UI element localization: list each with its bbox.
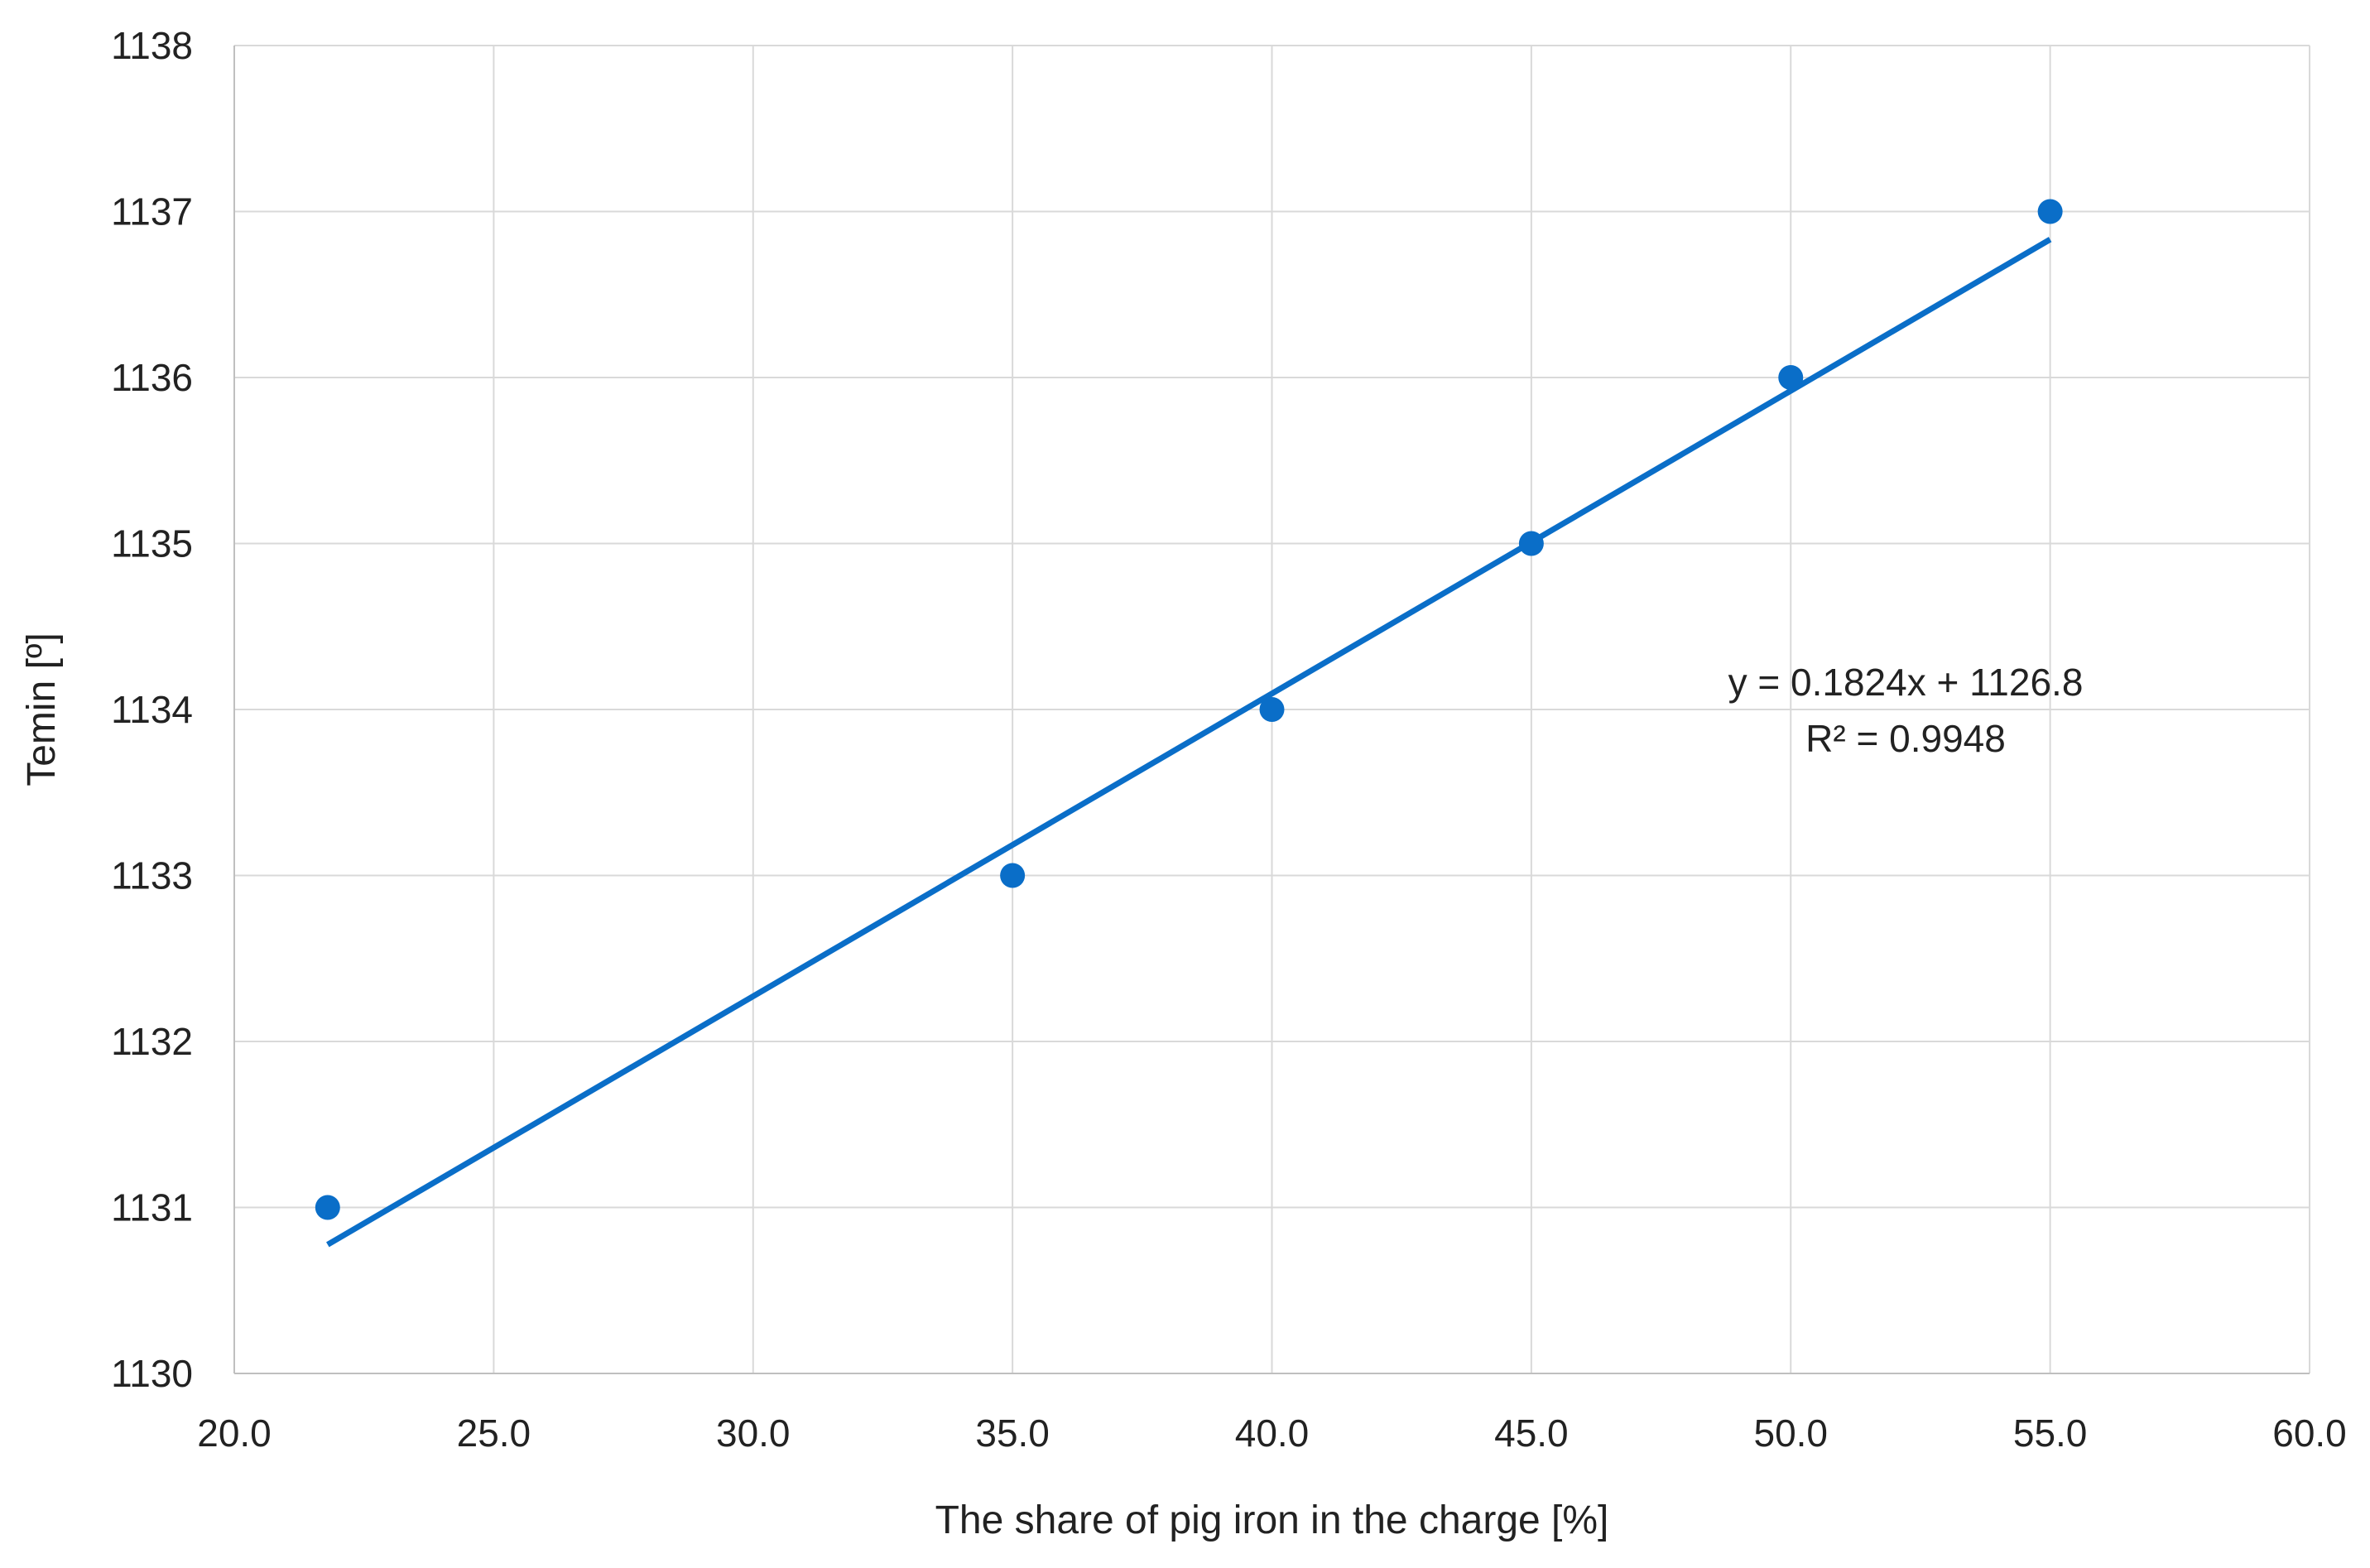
y-tick-label: 1131 xyxy=(111,1186,193,1229)
data-point xyxy=(315,1195,340,1220)
y-axis-title: Temin [º] xyxy=(20,632,64,786)
trendline-r-squared: R² = 0.9948 xyxy=(1805,717,2006,760)
data-point xyxy=(1000,863,1026,888)
y-tick-label: 1135 xyxy=(111,522,193,565)
x-tick-label: 20.0 xyxy=(197,1412,272,1455)
x-axis-title: The share of pig iron in the charge [%] xyxy=(935,1498,1609,1542)
x-tick-label: 35.0 xyxy=(975,1412,1050,1455)
data-point xyxy=(2037,199,2063,224)
y-tick-label: 1136 xyxy=(111,356,193,399)
y-tick-label: 1130 xyxy=(111,1352,193,1395)
data-point xyxy=(1259,697,1285,722)
x-tick-label: 55.0 xyxy=(2013,1412,2088,1455)
x-tick-label: 45.0 xyxy=(1494,1412,1569,1455)
y-tick-label: 1132 xyxy=(111,1020,193,1063)
data-points-layer xyxy=(315,199,2063,1220)
x-tick-label: 50.0 xyxy=(1753,1412,1828,1455)
grid-layer xyxy=(234,45,2310,1373)
y-tick-label: 1138 xyxy=(111,24,193,67)
trendline-equation: y = 0.1824x + 1126.8 xyxy=(1728,661,2084,704)
y-tick-label: 1133 xyxy=(111,854,193,897)
x-tick-label: 30.0 xyxy=(716,1412,791,1455)
x-tick-label: 60.0 xyxy=(2272,1412,2347,1455)
data-point xyxy=(1778,365,1804,390)
x-tick-label: 40.0 xyxy=(1235,1412,1310,1455)
axis-layer: 20.0 25.0 30.0 35.0 40.0 45.0 50.0 55.0 60.0 1130… xyxy=(111,24,2347,1455)
x-tick-label: 25.0 xyxy=(457,1412,531,1455)
linear-trendline xyxy=(326,237,2052,1248)
labels-layer: The share of pig iron in the charge [%] … xyxy=(20,632,2083,1542)
trendline-layer xyxy=(326,237,2052,1248)
data-point xyxy=(1518,531,1544,556)
y-tick-label: 1137 xyxy=(111,190,193,233)
y-tick-label: 1134 xyxy=(111,688,193,731)
